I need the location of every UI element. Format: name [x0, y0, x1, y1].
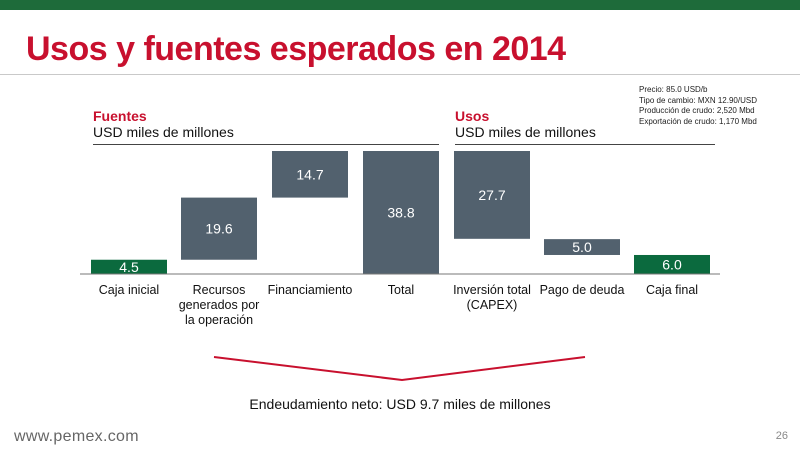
value-label-recursos-generados-por-la-operacion: 19.6 [205, 221, 232, 237]
fuentes-header: Fuentes USD miles de millones [93, 108, 234, 140]
x-label-line: la operación [185, 313, 253, 327]
footer-url: www.pemex.com [14, 428, 139, 445]
assumption-exchange-rate: Tipo de cambio: MXN 12.90/USD [639, 95, 757, 105]
net-debt-label: Endeudamiento neto: USD 9.7 miles de mil… [249, 396, 551, 412]
x-label-line: Recursos [193, 283, 246, 297]
value-label-financiamiento: 14.7 [296, 166, 323, 182]
page-title: Usos y fuentes esperados en 2014 [26, 30, 566, 68]
bar-inversion-total-capex [454, 151, 530, 239]
bar-financiamiento [272, 151, 348, 198]
x-label-line: Caja final [646, 283, 698, 297]
bar-recursos-generados-por-la-operacion [181, 197, 257, 260]
fuentes-rule [93, 144, 439, 145]
x-label-recursos-generados-por-la-operacion: Recursos generados por la operación [179, 283, 260, 327]
usos-unit: USD miles de millones [455, 124, 596, 140]
x-label-line: generados por [179, 298, 260, 312]
x-label-line: Total [388, 283, 414, 297]
assumption-crude-production: Producción de crudo: 2,520 Mbd [639, 106, 755, 115]
value-label-pago-de-deuda: 5.0 [572, 239, 592, 255]
title-divider [0, 74, 800, 75]
page-number: 26 [775, 430, 788, 442]
bar-total [363, 151, 439, 274]
x-label-line: Pago de deuda [540, 283, 625, 297]
usos-label: Usos [455, 108, 490, 124]
value-label-inversion-total-capex: 27.7 [478, 187, 505, 203]
fuentes-unit: USD miles de millones [93, 124, 234, 140]
value-label-total: 38.8 [387, 205, 414, 221]
fuentes-label: Fuentes [93, 108, 147, 124]
x-label-caja-inicial: Caja inicial [99, 283, 159, 297]
usos-header: Usos USD miles de millones [455, 108, 596, 140]
brand-top-bar [0, 0, 800, 10]
bar-caja-inicial [91, 259, 167, 274]
x-label-total: Total [388, 283, 414, 297]
assumption-crude-export: Exportación de crudo: 1,170 Mbd [639, 116, 757, 126]
net-debt-bracket [213, 356, 586, 382]
bar-pago-de-deuda [544, 239, 620, 255]
assumption-price: Precio: 85.0 USD/b [639, 85, 708, 94]
x-label-pago-de-deuda: Pago de deuda [540, 283, 625, 297]
x-label-line: Inversión total [453, 283, 531, 297]
usos-rule [455, 144, 715, 145]
x-label-line: Financiamiento [268, 283, 353, 297]
x-label-financiamiento: Financiamiento [268, 283, 353, 297]
x-label-line: Caja inicial [99, 283, 159, 297]
value-label-caja-final: 6.0 [662, 256, 682, 272]
assumptions-box: Precio: 85.0 USD/b Tipo de cambio: MXN 1… [639, 85, 757, 127]
bar-caja-final [634, 254, 710, 274]
x-label-caja-final: Caja final [646, 283, 698, 297]
x-label-inversion-total-capex: Inversión total (CAPEX) [453, 283, 531, 312]
x-label-line: (CAPEX) [467, 298, 518, 312]
value-label-caja-inicial: 4.5 [119, 259, 139, 275]
